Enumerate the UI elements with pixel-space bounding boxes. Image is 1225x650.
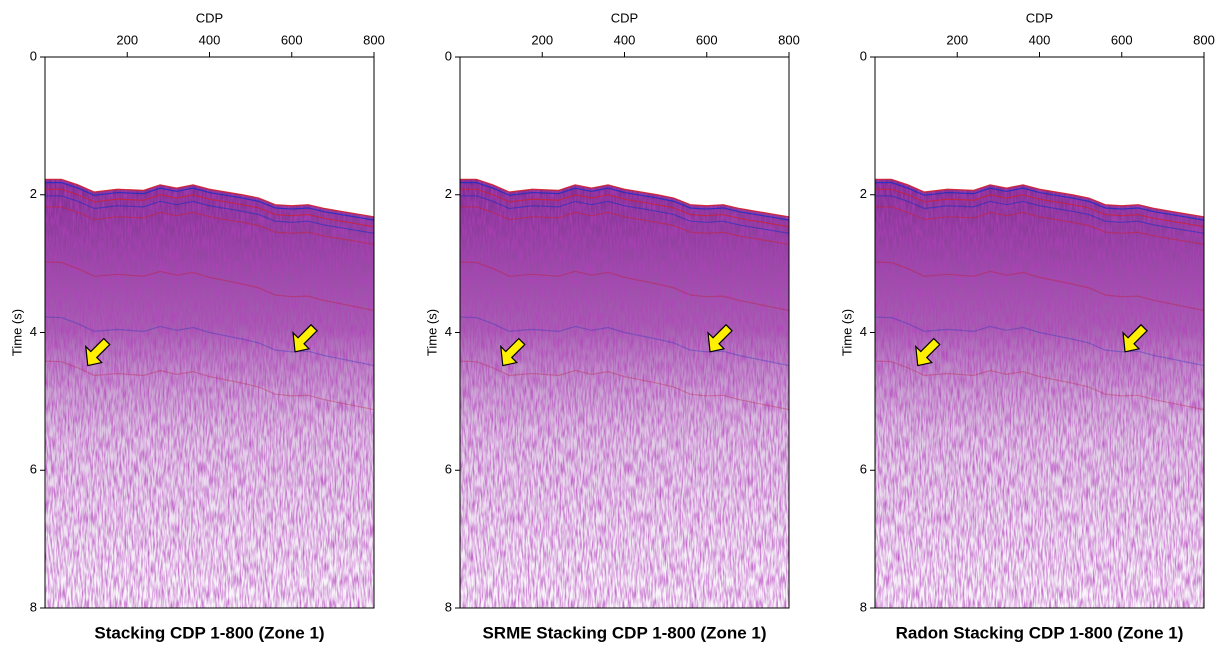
y-tick-label: 2 bbox=[30, 186, 37, 201]
y-tick-label: 2 bbox=[445, 186, 452, 201]
y-axis-label: Time (s) bbox=[9, 309, 24, 356]
x-tick-label: 200 bbox=[946, 32, 968, 47]
reflector bbox=[45, 206, 375, 245]
reflector bbox=[44, 316, 375, 367]
x-tick-label: 800 bbox=[778, 32, 800, 47]
x-tick-label: 400 bbox=[199, 32, 221, 47]
reflector bbox=[875, 188, 1205, 228]
reflector bbox=[460, 188, 790, 228]
y-tick-label: 0 bbox=[30, 48, 37, 63]
seismic-panel: 200 400 600 800 0 2 4 6 8 CDP Time (s) Stacking CDP… bbox=[9, 10, 384, 642]
reflector bbox=[460, 206, 790, 245]
arrow bbox=[707, 323, 733, 353]
reflector bbox=[460, 178, 790, 218]
reflector bbox=[874, 261, 1205, 312]
x-tick-label: 400 bbox=[614, 32, 636, 47]
arrow bbox=[499, 337, 526, 367]
x-tick-label: 600 bbox=[696, 32, 718, 47]
arrow bbox=[84, 337, 111, 367]
reflector bbox=[45, 195, 375, 234]
arrow bbox=[292, 323, 318, 353]
y-tick-label: 4 bbox=[30, 324, 37, 339]
y-tick-label: 0 bbox=[860, 48, 867, 63]
reflector bbox=[874, 316, 1205, 367]
seismic-texture bbox=[875, 179, 1204, 608]
reflector bbox=[44, 360, 375, 411]
seismic-panel: 200 400 600 800 0 2 4 6 8 CDP Time (s) Radon Stacki… bbox=[839, 10, 1214, 642]
reflector bbox=[459, 261, 790, 312]
x-tick-label: 200 bbox=[531, 32, 553, 47]
seismic-texture bbox=[45, 179, 374, 608]
reflector bbox=[45, 188, 375, 228]
y-tick-label: 4 bbox=[860, 324, 867, 339]
x-tick-label: 800 bbox=[1193, 32, 1215, 47]
y-axis-label: Time (s) bbox=[839, 309, 854, 356]
seismic-texture bbox=[460, 179, 789, 608]
y-tick-label: 6 bbox=[445, 462, 452, 477]
x-tick-label: 800 bbox=[363, 32, 385, 47]
panel-caption: Radon Stacking CDP 1-800 (Zone 1) bbox=[896, 623, 1184, 642]
reflector bbox=[874, 360, 1205, 411]
reflector bbox=[44, 261, 375, 312]
panel-caption: Stacking CDP 1-800 (Zone 1) bbox=[94, 623, 324, 642]
y-tick-label: 2 bbox=[860, 186, 867, 201]
reflector bbox=[459, 360, 790, 411]
y-tick-label: 8 bbox=[445, 599, 452, 614]
x-axis-label: CDP bbox=[196, 10, 223, 25]
y-tick-label: 8 bbox=[860, 599, 867, 614]
reflector bbox=[875, 195, 1205, 234]
seismic-panel: 200 400 600 800 0 2 4 6 8 CDP Time (s) SRME Stackin… bbox=[424, 10, 799, 642]
x-axis-label: CDP bbox=[1026, 10, 1053, 25]
reflector bbox=[460, 182, 790, 221]
arrow bbox=[914, 337, 941, 367]
y-tick-label: 4 bbox=[445, 324, 452, 339]
panel-caption: SRME Stacking CDP 1-800 (Zone 1) bbox=[482, 623, 766, 642]
x-tick-label: 600 bbox=[281, 32, 303, 47]
reflector bbox=[459, 316, 790, 367]
reflector bbox=[45, 182, 375, 221]
reflector bbox=[875, 206, 1205, 245]
y-tick-label: 8 bbox=[30, 599, 37, 614]
x-tick-label: 600 bbox=[1111, 32, 1133, 47]
x-tick-label: 200 bbox=[116, 32, 138, 47]
x-axis-label: CDP bbox=[611, 10, 638, 25]
y-axis-label: Time (s) bbox=[424, 309, 439, 356]
y-tick-label: 6 bbox=[860, 462, 867, 477]
y-tick-label: 6 bbox=[30, 462, 37, 477]
reflector bbox=[875, 182, 1205, 221]
reflector bbox=[460, 195, 790, 234]
reflector bbox=[45, 178, 375, 218]
arrow bbox=[1122, 323, 1148, 353]
y-tick-label: 0 bbox=[445, 48, 452, 63]
x-tick-label: 400 bbox=[1029, 32, 1051, 47]
reflector bbox=[875, 178, 1205, 218]
